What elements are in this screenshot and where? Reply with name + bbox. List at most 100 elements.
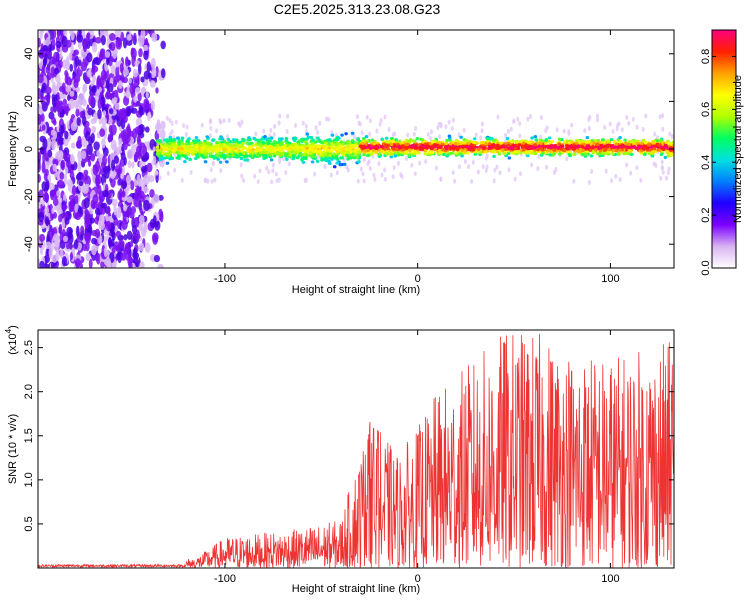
signal-cell (357, 152, 361, 156)
signal-cell (346, 141, 350, 145)
scatter-cell (509, 126, 513, 132)
signal-cell (649, 145, 653, 149)
signal-cell (168, 135, 173, 140)
scatter-cell (639, 177, 643, 183)
noise-cell (57, 179, 64, 189)
snr-xlabel: Height of straight line (km) (292, 583, 420, 595)
noise-cell (38, 191, 41, 203)
signal-cell (431, 140, 435, 144)
signal-cell (411, 139, 415, 143)
signal-cell (381, 140, 386, 144)
scatter-cell (660, 159, 664, 165)
signal-cell (185, 146, 189, 150)
signal-cell (598, 149, 603, 153)
noise-cell (89, 217, 95, 224)
signal-cell (379, 149, 384, 153)
signal-cell (548, 145, 552, 149)
snr-ticks: -100 0 100 0.5 1.0 1.5 2.0 2.5 (23, 330, 674, 585)
scatter-cell (660, 165, 664, 171)
signal-cell (175, 156, 180, 160)
scatter-cell (380, 172, 384, 178)
noise-cell (138, 48, 143, 58)
signal-cell (314, 144, 319, 148)
noise-cell (60, 159, 66, 171)
signal-cell (251, 148, 256, 152)
signal-cell (495, 143, 500, 148)
noise-cell (88, 94, 95, 107)
scatter-cell (587, 179, 591, 185)
snr-marks (38, 333, 674, 568)
colorbar-tick-label: 0.4 (700, 155, 712, 170)
signal-cell (225, 160, 229, 164)
signal-cell (237, 148, 241, 152)
signal-cell (602, 144, 606, 149)
signal-cell (247, 136, 251, 140)
signal-cell (630, 140, 635, 144)
noise-cell (94, 228, 101, 239)
scatter-cell (304, 123, 308, 129)
scatter-cell (462, 127, 466, 133)
scatter-cell (361, 171, 365, 177)
signal-cell (307, 143, 312, 148)
signal-cell (221, 153, 226, 157)
scatter-cell (377, 161, 381, 167)
signal-cell (374, 144, 379, 148)
noise-cell (108, 125, 113, 134)
signal-cell (484, 142, 488, 146)
noise-cell (101, 137, 106, 149)
signal-cell (423, 148, 428, 153)
y-tick-label: 1.0 (23, 472, 35, 487)
noise-cell (120, 252, 127, 261)
signal-cell (314, 140, 318, 144)
signal-cell (449, 146, 453, 151)
noise-cell (70, 153, 75, 165)
scatter-cell (396, 160, 400, 166)
noise-cell (143, 199, 150, 212)
colorbar-gradient (711, 29, 737, 269)
signal-cell (370, 138, 375, 142)
noise-cell (104, 91, 112, 100)
signal-cell (184, 142, 189, 146)
scatter-cell (565, 156, 569, 162)
noise-cell (125, 89, 131, 99)
noise-cell (84, 175, 91, 187)
signal-cell (476, 147, 481, 151)
signal-cell (645, 147, 650, 151)
signal-cell (632, 144, 637, 149)
noise-cell (122, 67, 129, 77)
signal-cell (253, 154, 257, 158)
signal-cell (241, 141, 245, 146)
scatter-cell (554, 166, 558, 172)
signal-cell (488, 142, 492, 146)
noise-cell (91, 125, 97, 134)
scatter-cell (285, 129, 289, 135)
scatter-cell (242, 177, 246, 183)
signal-cell (583, 152, 588, 156)
noise-cell (59, 124, 65, 135)
signal-cell (547, 139, 551, 144)
signal-cell (557, 152, 562, 156)
noise-cell (140, 76, 145, 83)
signal-cell (517, 150, 521, 154)
noise-cell (48, 247, 53, 259)
scatter-cell (544, 128, 548, 134)
noise-cell (111, 246, 116, 254)
signal-cell (507, 156, 512, 160)
signal-cell (652, 147, 657, 151)
scatter-cell (203, 177, 207, 183)
scatter-cell (654, 162, 658, 168)
signal-cell (637, 145, 642, 149)
noise-cell (91, 244, 97, 256)
noise-cell (73, 49, 80, 56)
noise-cell (53, 197, 59, 206)
scatter-cell (507, 167, 511, 173)
noise-cell (132, 68, 138, 78)
scatter-cell (215, 128, 219, 134)
noise-cell (107, 205, 111, 215)
signal-cell (413, 149, 417, 153)
signal-cell (190, 145, 195, 149)
noise-cell (74, 212, 82, 221)
signal-cell (425, 144, 430, 148)
signal-cell (288, 144, 292, 148)
noise-cell (137, 148, 142, 160)
